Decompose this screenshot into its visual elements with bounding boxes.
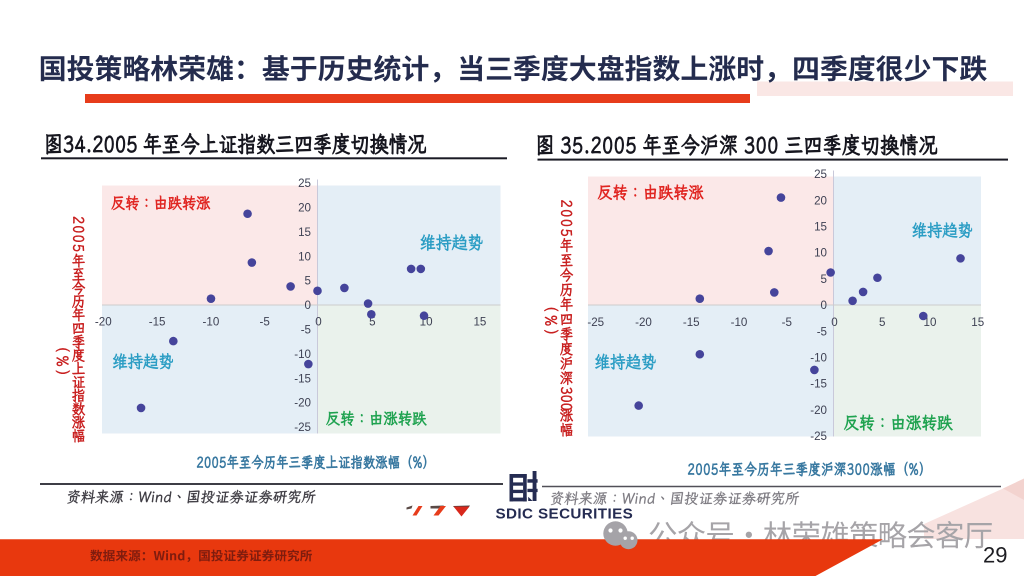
svg-text:0: 0 bbox=[305, 299, 311, 312]
svg-text:15: 15 bbox=[473, 316, 486, 329]
svg-text:-10: -10 bbox=[731, 316, 748, 329]
svg-text:5: 5 bbox=[369, 316, 375, 329]
svg-text:-5: -5 bbox=[817, 325, 827, 338]
svg-text:-10: -10 bbox=[810, 352, 827, 365]
svg-text:-15: -15 bbox=[149, 316, 166, 329]
svg-text:0: 0 bbox=[831, 316, 837, 329]
svg-text:-5: -5 bbox=[782, 316, 792, 329]
svg-text:15: 15 bbox=[814, 221, 827, 234]
svg-text:15: 15 bbox=[298, 226, 311, 239]
svg-text:-25: -25 bbox=[587, 316, 604, 329]
svg-text:29: 29 bbox=[983, 543, 1007, 568]
svg-text:-20: -20 bbox=[294, 397, 311, 410]
svg-text:-15: -15 bbox=[810, 378, 827, 391]
svg-text:-20: -20 bbox=[635, 316, 652, 329]
svg-text:-15: -15 bbox=[294, 372, 311, 385]
svg-text:-20: -20 bbox=[95, 316, 112, 329]
svg-text:-10: -10 bbox=[294, 348, 311, 361]
svg-text:10: 10 bbox=[814, 247, 827, 260]
svg-text:20: 20 bbox=[814, 194, 827, 207]
svg-text:5: 5 bbox=[879, 316, 885, 329]
svg-text:20: 20 bbox=[298, 202, 311, 215]
svg-text:-5: -5 bbox=[260, 316, 270, 329]
svg-text:0: 0 bbox=[821, 299, 827, 312]
svg-text:25: 25 bbox=[298, 177, 311, 190]
svg-text:0: 0 bbox=[315, 316, 321, 329]
svg-text:-25: -25 bbox=[810, 430, 827, 443]
svg-text:-20: -20 bbox=[810, 404, 827, 417]
svg-text:10: 10 bbox=[298, 250, 311, 263]
svg-text:-15: -15 bbox=[683, 316, 700, 329]
svg-text:5: 5 bbox=[305, 275, 311, 288]
svg-text:-5: -5 bbox=[301, 324, 311, 337]
svg-text:-10: -10 bbox=[203, 316, 220, 329]
svg-text:5: 5 bbox=[821, 273, 827, 286]
svg-text:25: 25 bbox=[814, 168, 827, 181]
svg-text:-25: -25 bbox=[294, 421, 311, 434]
svg-text:SDIC SECURITIES: SDIC SECURITIES bbox=[496, 505, 634, 522]
svg-text:15: 15 bbox=[971, 316, 984, 329]
svg-text:10: 10 bbox=[924, 316, 937, 329]
